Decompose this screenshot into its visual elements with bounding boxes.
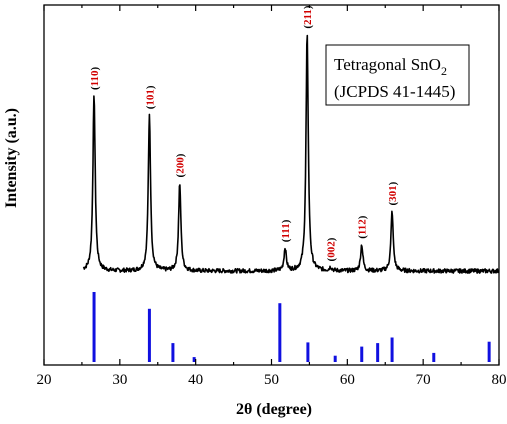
peak-label: (110) bbox=[89, 66, 101, 90]
xrd-pattern-line bbox=[82, 34, 500, 274]
peak-label: (112) bbox=[357, 215, 369, 239]
reference-bars bbox=[92, 292, 491, 362]
legend-line-1-subscript: 2 bbox=[441, 64, 447, 78]
x-tick-label: 50 bbox=[264, 372, 279, 388]
peak-labels: (110) (101) (200) (111) (211) (002) (112) (301) bbox=[89, 5, 399, 261]
x-axis-ticks: 20 30 40 50 60 70 80 bbox=[37, 5, 507, 388]
legend-box bbox=[325, 44, 470, 106]
peak-label: (301) bbox=[387, 181, 399, 205]
peak-label: (200) bbox=[175, 153, 187, 177]
x-tick-label: 40 bbox=[188, 372, 203, 388]
legend-line-2: (JCPDS 41-1445) bbox=[334, 82, 455, 101]
x-tick-label: 60 bbox=[340, 372, 355, 388]
peak-label: (002) bbox=[326, 237, 338, 261]
y-axis-title: Intensity (a.u.) bbox=[3, 108, 20, 208]
legend: Tetragonal SnO2 (JCPDS 41-1445) bbox=[325, 44, 470, 106]
x-tick-label: 30 bbox=[112, 372, 127, 388]
legend-line-1: Tetragonal SnO2 bbox=[334, 55, 447, 78]
peak-label: (211) bbox=[302, 5, 314, 29]
peak-label: (111) bbox=[280, 219, 292, 242]
x-tick-label: 80 bbox=[492, 372, 507, 388]
xrd-pattern-group bbox=[82, 34, 500, 274]
x-axis-title: 2θ (degree) bbox=[236, 401, 312, 418]
x-tick-label: 70 bbox=[416, 372, 431, 388]
x-tick-label: 20 bbox=[37, 372, 52, 388]
peak-label: (101) bbox=[144, 85, 156, 109]
legend-line-1-main: Tetragonal SnO bbox=[334, 55, 441, 74]
